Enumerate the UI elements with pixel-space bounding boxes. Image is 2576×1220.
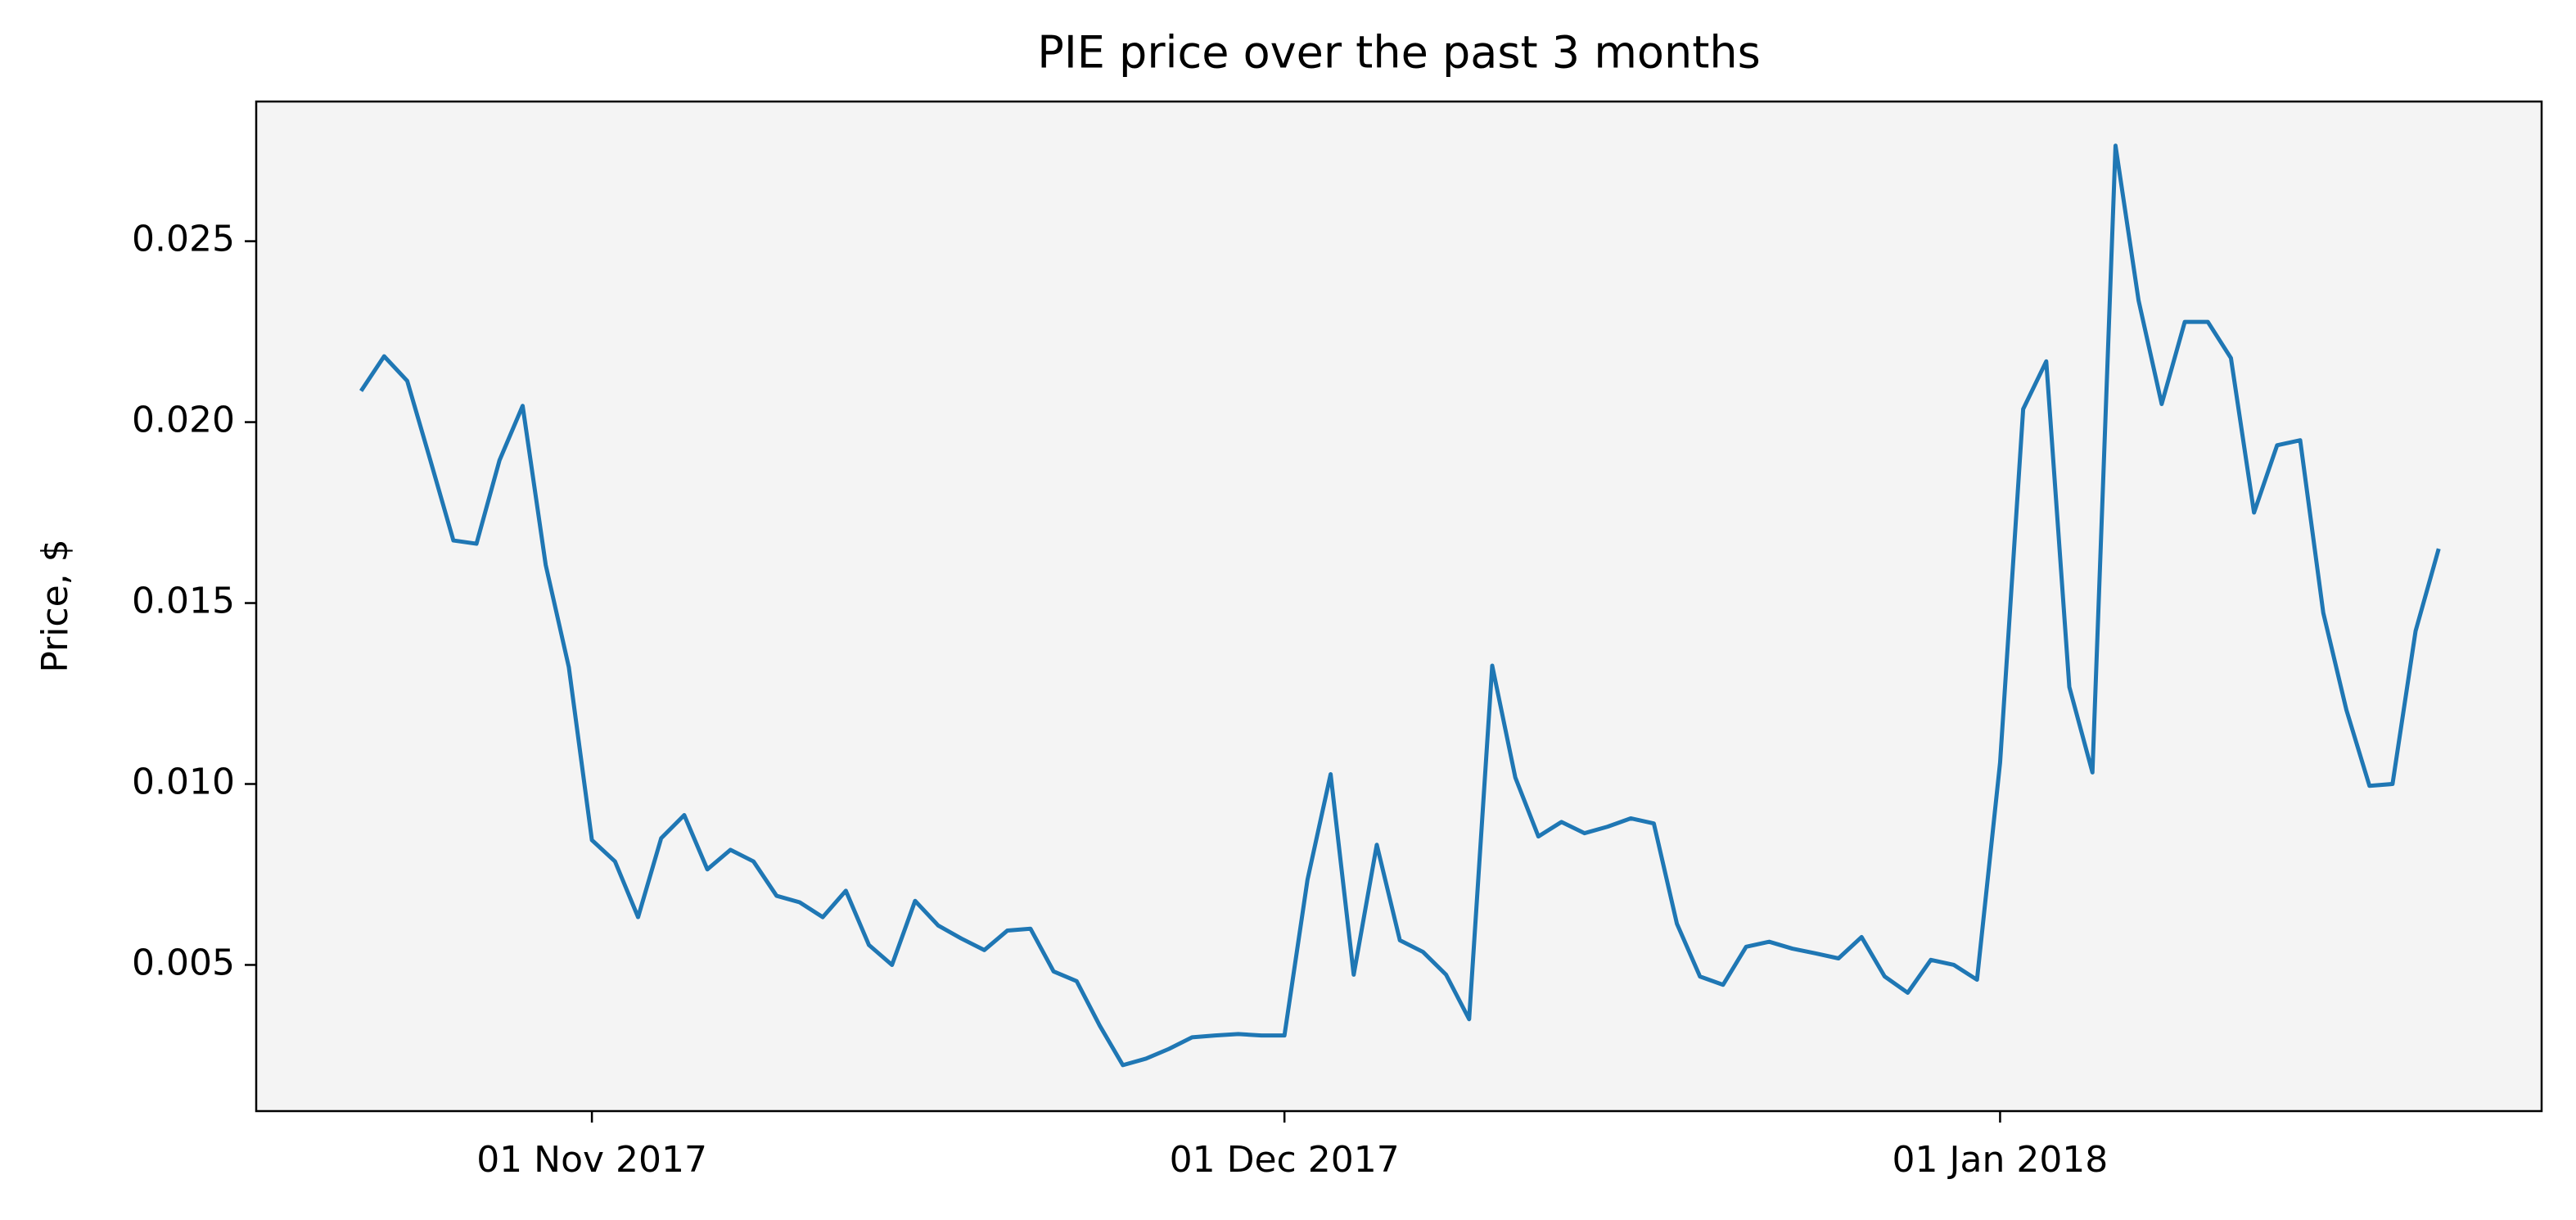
y-axis-label: Price, $	[34, 539, 76, 672]
x-tick-label: 01 Jan 2018	[1893, 1139, 2109, 1181]
y-tick-label: 0.005	[132, 942, 235, 983]
y-tick-label: 0.020	[132, 400, 235, 441]
x-tick-label: 01 Dec 2017	[1170, 1139, 1400, 1181]
y-tick-label: 0.025	[132, 219, 235, 260]
chart-title: PIE price over the past 3 months	[1037, 27, 1760, 79]
y-tick-label: 0.015	[132, 581, 235, 622]
y-tick-label: 0.010	[132, 761, 235, 802]
plot-area	[256, 102, 2542, 1111]
x-tick-label: 01 Nov 2017	[476, 1139, 707, 1181]
plot-frame	[255, 100, 2543, 1113]
price-line	[359, 143, 2441, 1068]
